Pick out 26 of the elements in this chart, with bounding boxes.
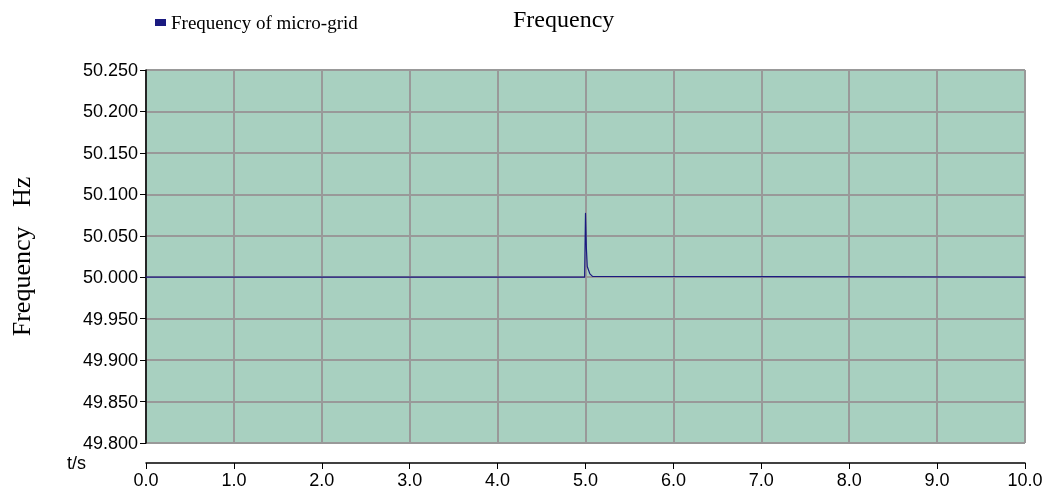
y-axis-title: Frequency Hz (6, 176, 36, 337)
x-tick-label: 7.0 (748, 470, 774, 490)
x-tick-label: 10.0 (1007, 470, 1043, 490)
line-series (145, 212, 1026, 278)
x-tick-label: 5.0 (572, 470, 599, 490)
legend-label: Frequency of micro-grid (171, 12, 359, 33)
x-axis-title: t/s (66, 453, 86, 473)
x-tick-label: 6.0 (660, 470, 686, 490)
x-tick-label: 1.0 (221, 470, 247, 490)
y-tick-label: 49.850 (82, 391, 138, 412)
x-tick-label: 8.0 (836, 470, 862, 490)
y-tick-label: 49.950 (82, 308, 138, 329)
y-tick-label: 50.250 (82, 60, 138, 80)
x-tick-label: 2.0 (309, 470, 335, 490)
x-tick-label: 0.0 (133, 470, 159, 490)
y-tick-label: 50.150 (82, 142, 138, 163)
y-tick-label: 49.800 (82, 433, 138, 453)
y-tick-label: 50.000 (82, 267, 138, 288)
chart-title: Frequency (513, 6, 615, 32)
x-tick-label: 9.0 (924, 470, 950, 490)
x-tick-label: 4.0 (485, 470, 511, 490)
y-tick-label: 50.100 (82, 184, 138, 205)
y-tick-label: 50.050 (82, 225, 138, 246)
y-tick-label: 49.900 (82, 350, 138, 371)
y-tick-label: 50.200 (82, 101, 138, 122)
x-tick-label: 3.0 (397, 470, 423, 490)
